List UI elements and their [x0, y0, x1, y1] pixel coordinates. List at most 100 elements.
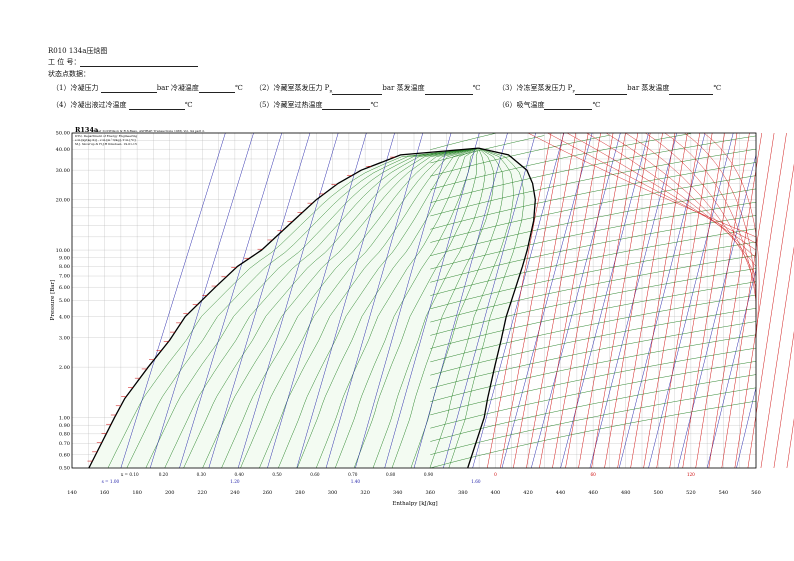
isochore-line	[430, 135, 545, 164]
quality-tick-label: 0.30	[197, 472, 207, 477]
quality-line	[315, 148, 478, 469]
field-label: （6）吸气温度	[498, 101, 545, 109]
isochore-line	[430, 281, 757, 349]
isentrope-line	[443, 132, 536, 469]
field-unit: bar 蒸发温度	[627, 84, 670, 92]
quality-line	[259, 148, 477, 469]
field-unit2: ℃	[592, 101, 601, 109]
subcool-temp-input[interactable]	[128, 102, 185, 110]
quality-tick-label: 0.60	[310, 472, 320, 477]
job-number-field[interactable]	[80, 59, 199, 67]
isentrope-line	[208, 132, 311, 469]
field-label: （1）冷凝压力	[52, 84, 99, 92]
isochore-line	[430, 133, 691, 190]
quality-line	[126, 148, 474, 469]
plot-border	[71, 132, 757, 469]
isotherm-line	[695, 132, 750, 469]
quality-tick-label: x = 0.10	[121, 472, 139, 477]
x-tick-label: 200	[165, 490, 175, 496]
isentrope-line	[325, 132, 424, 469]
quality-tick-label: 0.90	[424, 472, 434, 477]
isentrope-line	[618, 132, 706, 469]
quality-line	[297, 148, 478, 469]
quality-tick-label: 0.70	[348, 472, 358, 477]
isentrope-line	[120, 132, 226, 469]
superheat-temperature-label: 60	[590, 472, 596, 477]
saturation-curves	[87, 147, 536, 469]
isotherm-line	[500, 132, 564, 469]
y-tick-label: 1.00	[59, 415, 70, 421]
isotherm-line	[617, 132, 676, 469]
x-tick-label: 340	[393, 490, 403, 496]
entropy-tick-label: 1.60	[471, 479, 481, 484]
quality-line	[429, 148, 514, 469]
plot-frame	[71, 132, 757, 469]
chart-credit: DTU, Department of Energy Engineering	[75, 134, 137, 138]
x-tick-label: 220	[198, 490, 208, 496]
entropy-tick-label: 1.20	[230, 479, 240, 484]
isochore-line	[430, 148, 757, 217]
fridge-superheat-input[interactable]	[322, 102, 371, 110]
isotherm-line	[656, 132, 713, 469]
chart-credit: M.J. Skovrup & H.J.H Knudsen. 19-01-15	[75, 142, 137, 146]
condensing-temp-input[interactable]	[198, 85, 235, 93]
x-tick-label: 280	[295, 490, 305, 496]
isochore-line	[430, 135, 610, 177]
isotherm-line	[578, 132, 639, 469]
y-tick-label: 2.00	[59, 365, 70, 371]
isotherm-line	[513, 132, 577, 469]
quality-line	[410, 148, 504, 469]
quality-line	[107, 148, 473, 469]
isentrope-line	[355, 132, 452, 469]
saturated-liquid-curve	[88, 147, 479, 469]
x-tick-label: 560	[751, 490, 761, 496]
isochore-line	[430, 294, 757, 363]
isotherm-line	[552, 132, 614, 469]
isochore-line	[430, 133, 496, 150]
x-tick-label: 180	[132, 490, 142, 496]
isotherm-line	[721, 132, 775, 469]
x-tick-label: 320	[360, 490, 370, 496]
isochore-line	[430, 268, 757, 336]
saturated-vapor-curve	[467, 147, 536, 469]
field-condensing-pressure: （1）冷凝压力 bar 冷凝温度 ℃	[52, 84, 243, 93]
isentrope-line	[706, 269, 757, 469]
isentrope-line	[413, 132, 508, 469]
isotherm-line	[591, 132, 651, 469]
suction-temp-input[interactable]	[544, 102, 593, 110]
y-tick-label: 7.00	[59, 274, 70, 280]
x-tick-label: 240	[230, 490, 240, 496]
page-title: R010 134a压焓图	[48, 47, 108, 55]
y-tick-label: 4.00	[59, 314, 70, 320]
chart-labels: 50.00 40.00 30.00 20.00 10.009.00 8.00 7.00 6.0…	[56, 131, 761, 496]
condensing-pressure-input[interactable]	[100, 85, 157, 93]
fridge-evap-temp-input[interactable]	[424, 87, 473, 96]
entropy-tick-label: s = 1.00	[102, 479, 120, 484]
isochore-line	[430, 175, 757, 243]
y-tick-label: 50.00	[56, 131, 70, 137]
isentrope-line	[501, 132, 593, 469]
superheat-temperature-label: 120	[687, 472, 695, 477]
freezer-evap-temp-input[interactable]	[669, 87, 714, 96]
quality-line	[183, 148, 475, 469]
field-unit2: ℃	[234, 84, 243, 92]
isotherm-arc	[527, 132, 757, 238]
x-tick-label: 400	[491, 490, 501, 496]
quality-line	[334, 148, 479, 469]
two-phase-region	[88, 148, 536, 469]
y-tick-label: 5.00	[59, 298, 70, 304]
isotherm-line	[630, 132, 688, 469]
quality-line	[353, 148, 479, 469]
field-label: （5）冷藏室过热温度	[255, 101, 323, 109]
job-number-row: 工 位 号：	[48, 58, 199, 67]
x-tick-label: 160	[100, 490, 110, 496]
isotherm-line	[487, 132, 552, 469]
isotherm-line	[539, 132, 601, 469]
field-unit2: ℃	[370, 101, 379, 109]
field-unit2: ℃	[713, 84, 722, 92]
freezer-evap-pressure-input[interactable]	[575, 87, 628, 96]
quality-line	[372, 148, 486, 469]
fridge-evap-pressure-input[interactable]	[332, 87, 383, 96]
x-tick-label: 480	[621, 490, 631, 496]
